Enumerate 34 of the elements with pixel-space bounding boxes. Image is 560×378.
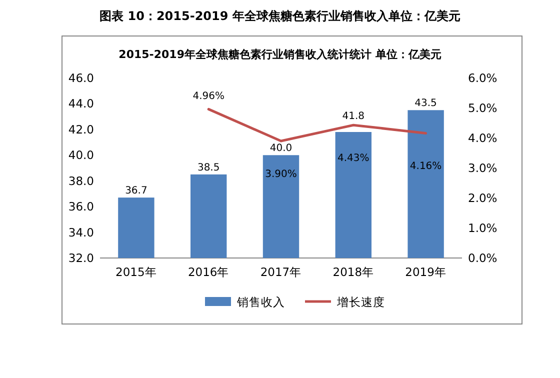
y-tick-label: 42.0 [68, 122, 94, 136]
line-series [207, 108, 428, 142]
y2-tick-label: 6.0% [468, 71, 498, 85]
y2-tick-label: 4.0% [468, 131, 498, 145]
data-label: 3.90% [265, 169, 297, 180]
data-label: 4.43% [338, 153, 370, 164]
legend-label: 销售收入 [236, 295, 285, 309]
legend-label: 增长速度 [336, 295, 385, 309]
data-label: 4.96% [192, 91, 224, 102]
y2-tick-label: 2.0% [468, 191, 498, 205]
x-tick-label: 2019年 [405, 265, 446, 279]
data-label: 40.0 [270, 143, 292, 154]
y-tick-label: 44.0 [68, 96, 94, 111]
y-tick-label: 40.0 [68, 148, 94, 162]
y-tick-label: 36.0 [68, 200, 94, 214]
y-tick-label: 38.0 [68, 174, 94, 188]
x-tick-label: 2015年 [116, 265, 157, 279]
y-tick-label: 46.0 [68, 71, 94, 85]
chart-subtitle: 2015-2019年全球焦糖色素行业销售收入统计统计 单位：亿美元 [118, 48, 442, 61]
y2-tick-label: 5.0% [468, 101, 498, 115]
x-tick-label: 2017年 [260, 265, 302, 279]
x-tick-label: 2018年 [332, 265, 374, 279]
x-tick-label: 2016年 [188, 265, 230, 279]
data-label: 4.16% [410, 161, 442, 172]
data-label: 41.8 [342, 111, 365, 122]
data-label: 36.7 [125, 186, 148, 197]
data-label: 38.5 [197, 162, 220, 174]
y2-tick-label: 0.0% [468, 251, 498, 265]
data-label: 43.5 [414, 98, 437, 110]
y2-tick-label: 3.0% [468, 161, 498, 175]
y-tick-label: 32.0 [68, 251, 94, 265]
chart-title: 图表 10：2015-2019 年全球焦糖色素行业销售收入单位：亿美元 [100, 9, 460, 23]
y2-tick-label: 1.0% [468, 221, 498, 235]
y-tick-label: 34.0 [68, 225, 94, 240]
